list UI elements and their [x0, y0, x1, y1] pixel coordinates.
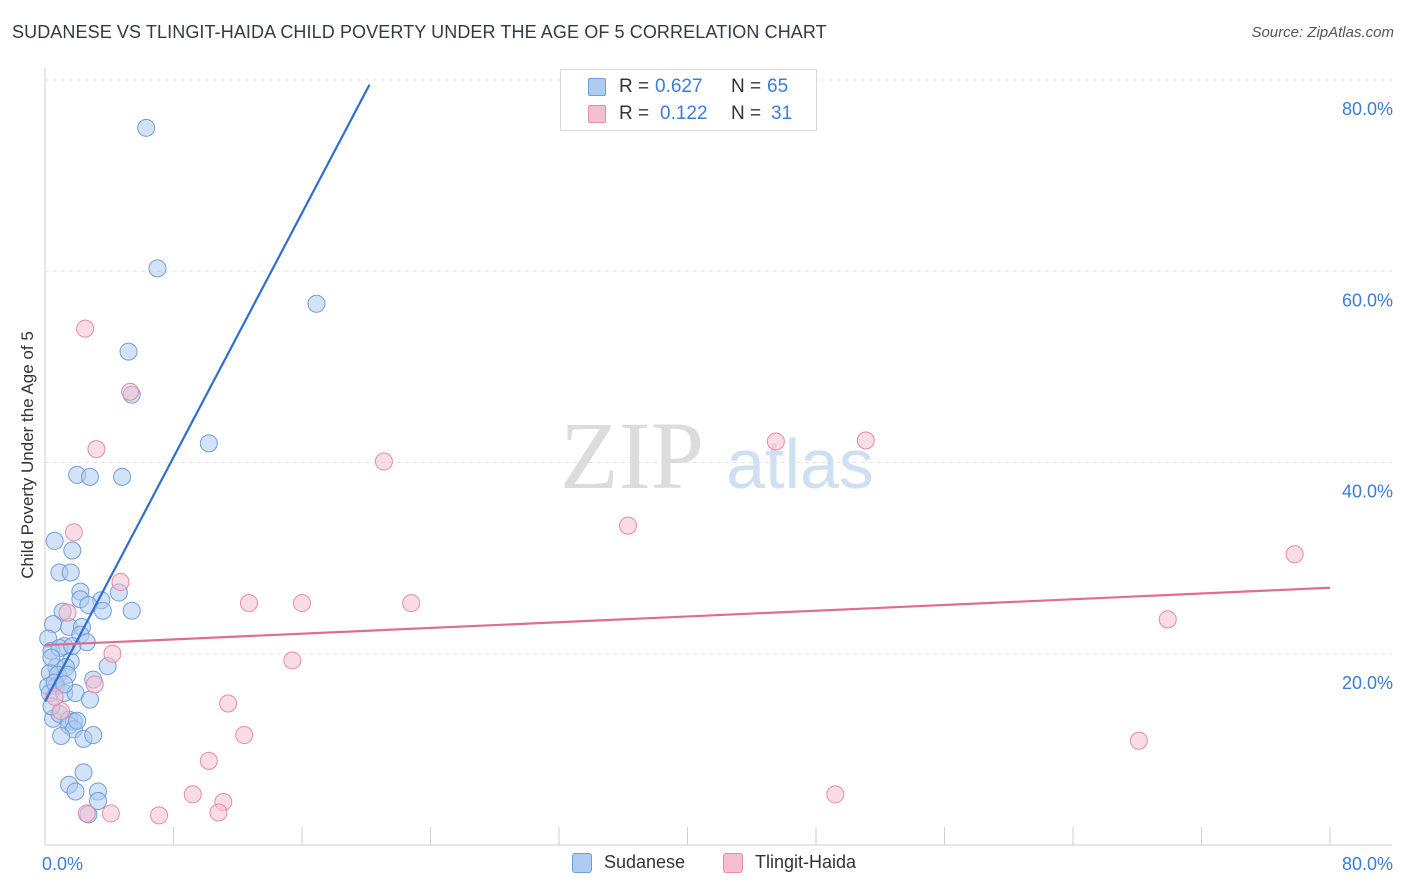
point-tlingit-haida [1158, 610, 1177, 629]
point-sudanese [119, 342, 138, 361]
point-sudanese [55, 675, 74, 694]
legend-r-label: R = [619, 103, 650, 124]
point-tlingit-haida [150, 806, 169, 825]
watermark-zip: ZIP [560, 402, 704, 509]
gridlines [45, 79, 1392, 655]
point-sudanese [68, 711, 87, 730]
point-tlingit-haida [103, 644, 122, 663]
point-sudanese [61, 563, 80, 582]
point-tlingit-haida [87, 440, 106, 459]
point-tlingit-haida [219, 694, 238, 713]
x-tick-label: 0.0% [42, 854, 83, 874]
point-tlingit-haida [64, 523, 83, 542]
point-sudanese [113, 467, 132, 486]
point-tlingit-haida [199, 751, 218, 770]
point-tlingit-haida [183, 785, 202, 804]
legend-n-value-tlingit-haida: 31 [771, 103, 793, 124]
point-sudanese [122, 601, 141, 620]
point-sudanese [66, 782, 85, 801]
legend-n-value-sudanese: 65 [767, 76, 789, 97]
point-tlingit-haida [209, 803, 228, 822]
point-sudanese [148, 259, 167, 278]
point-tlingit-haida [293, 594, 311, 613]
bottom-legend-swatch-sudanese [572, 853, 592, 873]
point-sudanese [42, 648, 61, 667]
y-tick-label: 60.0% [1342, 290, 1393, 310]
point-tlingit-haida [111, 573, 130, 592]
trendline-sudanese [44, 84, 371, 703]
point-sudanese [93, 601, 112, 620]
legend-r-value-sudanese: 0.627 [655, 76, 703, 97]
legend-r-label: R = [619, 76, 650, 97]
point-tlingit-haida [239, 594, 258, 613]
point-sudanese [89, 792, 108, 811]
point-tlingit-haida [856, 431, 875, 450]
point-tlingit-haida [402, 594, 421, 613]
point-tlingit-haida [85, 675, 104, 694]
y-tick-label: 20.0% [1342, 673, 1393, 693]
point-sudanese [199, 434, 218, 453]
watermark-atlas: atlas [726, 425, 874, 503]
point-sudanese [52, 726, 71, 745]
point-sudanese [84, 726, 103, 745]
point-sudanese [307, 294, 326, 313]
point-tlingit-haida [283, 651, 302, 670]
trendlines [44, 84, 1331, 703]
point-sudanese [80, 690, 99, 709]
point-tlingit-haida [374, 452, 393, 471]
correlation-legend: R = 0.627 N = 65 R = 0.122 N = 31 [560, 69, 817, 131]
legend-r-value-tlingit-haida: 0.122 [660, 103, 708, 124]
point-tlingit-haida [1129, 731, 1148, 750]
legend-n-label: N = [731, 76, 762, 97]
y-tick-label: 40.0% [1342, 482, 1393, 502]
bottom-legend-swatch-tlingit-haida [723, 853, 743, 873]
point-sudanese [80, 467, 99, 486]
point-tlingit-haida [101, 804, 120, 823]
source-label: Source: ZipAtlas.com [1251, 24, 1394, 41]
point-tlingit-haida [76, 319, 95, 338]
bottom-legend-label-tlingit-haida: Tlingit-Haida [755, 852, 857, 872]
point-tlingit-haida [58, 603, 77, 622]
point-tlingit-haida [235, 726, 254, 745]
point-tlingit-haida [121, 382, 140, 401]
chart-title: SUDANESE VS TLINGIT-HAIDA CHILD POVERTY … [12, 22, 827, 42]
trendline-tlingit-haida [44, 586, 1331, 647]
y-tick-label: 80.0% [1342, 99, 1393, 119]
legend-swatch-sudanese [588, 78, 606, 96]
point-sudanese [45, 531, 64, 550]
point-tlingit-haida [766, 432, 785, 451]
x-tick-label: 80.0% [1342, 854, 1393, 874]
legend-n-label: N = [731, 103, 762, 124]
point-tlingit-haida [826, 785, 845, 804]
bottom-legend-label-sudanese: Sudanese [604, 852, 686, 872]
point-sudanese [137, 118, 156, 137]
point-tlingit-haida [619, 516, 638, 535]
point-tlingit-haida [1285, 545, 1304, 564]
legend-swatch-tlingit-haida [588, 105, 606, 123]
point-tlingit-haida [77, 804, 96, 823]
point-sudanese [74, 763, 93, 782]
tick-labels: 20.0% 40.0% 60.0% 80.0% 0.0% 80.0% [42, 99, 1393, 874]
point-sudanese [63, 541, 82, 560]
